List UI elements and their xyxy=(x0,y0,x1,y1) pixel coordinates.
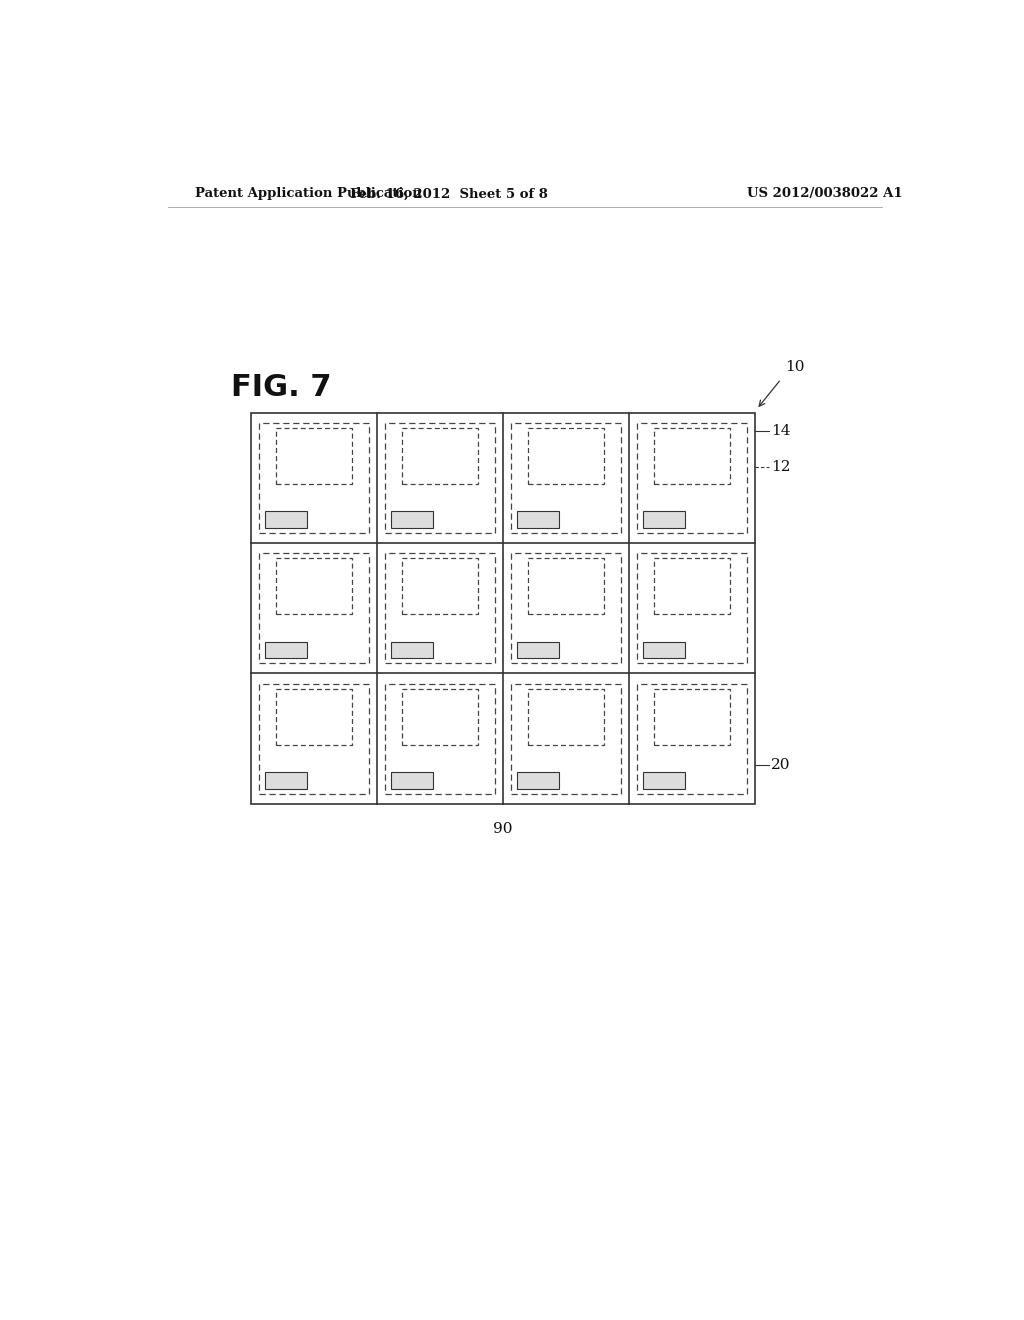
Bar xyxy=(391,642,432,659)
Bar xyxy=(265,642,306,659)
Bar xyxy=(643,642,684,659)
Text: 90: 90 xyxy=(494,822,513,836)
Text: 14: 14 xyxy=(771,424,791,438)
Bar xyxy=(265,772,306,788)
Bar xyxy=(391,772,432,788)
Bar xyxy=(643,772,684,788)
Bar xyxy=(517,772,558,788)
Text: 12: 12 xyxy=(771,461,791,474)
Text: Patent Application Publication: Patent Application Publication xyxy=(196,187,422,201)
Text: Feb. 16, 2012  Sheet 5 of 8: Feb. 16, 2012 Sheet 5 of 8 xyxy=(350,187,548,201)
Bar xyxy=(517,511,558,528)
Bar xyxy=(265,511,306,528)
Text: FIG. 7: FIG. 7 xyxy=(231,372,332,401)
Text: US 2012/0038022 A1: US 2012/0038022 A1 xyxy=(748,187,902,201)
Bar xyxy=(517,642,558,659)
Bar xyxy=(643,511,684,528)
Text: 20: 20 xyxy=(771,758,791,772)
Bar xyxy=(251,413,755,804)
Bar xyxy=(391,511,432,528)
Text: 10: 10 xyxy=(785,360,805,374)
